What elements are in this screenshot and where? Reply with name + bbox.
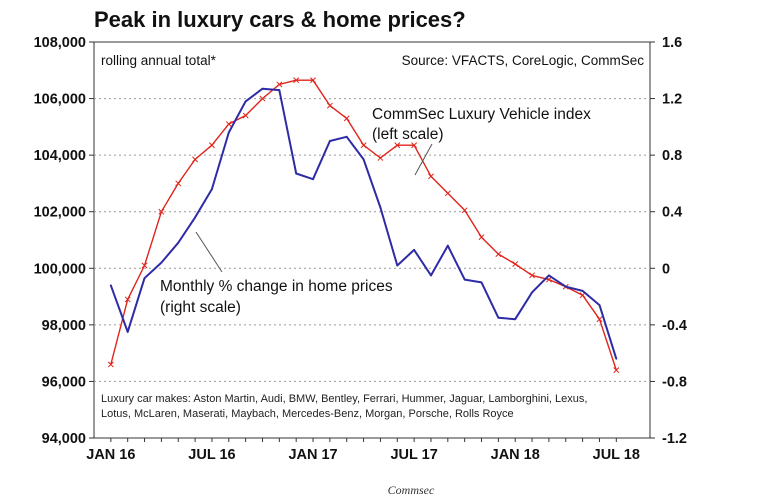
home-price-change-point (581, 290, 584, 292)
series-layer (107, 77, 620, 374)
luxury-vehicle-index-point (360, 142, 367, 149)
home-price-change-point (143, 277, 146, 280)
footnote-line-1: Luxury car makes: Aston Martin, Audi, BM… (101, 393, 587, 405)
home-price-change-point (244, 100, 247, 103)
home-price-change-point (598, 304, 601, 306)
plot-area (93, 41, 651, 439)
home-price-change-point (531, 291, 533, 294)
home-price-change-point (177, 241, 180, 244)
luxury-vehicle-index-point (107, 361, 114, 368)
luxury-vehicle-index-point (293, 77, 300, 84)
left-tick-label: 98,000 (42, 318, 86, 334)
home-price-change-point (328, 140, 331, 142)
x-tick-label: JUL 18 (593, 447, 640, 463)
home-price-change-point (362, 158, 365, 161)
home-price-change-point (345, 135, 348, 138)
home-price-change-point (379, 206, 382, 209)
left-tick-label: 94,000 (42, 431, 86, 447)
home-price-change-point (109, 284, 112, 287)
home-price-change-point (514, 318, 517, 321)
lux-series-label-line1: CommSec Luxury Vehicle index (372, 106, 591, 123)
luxury-vehicle-index-point (225, 121, 232, 127)
luxury-vehicle-index-point (175, 180, 182, 187)
right-tick-label: 0 (662, 261, 670, 277)
home-price-change-point (413, 249, 416, 251)
luxury-vehicle-index-point (242, 112, 249, 119)
luxury-vehicle-index-point (394, 142, 401, 149)
luxury-vehicle-index-point (343, 115, 350, 122)
home-price-change-point (446, 244, 449, 247)
chart-title: Peak in luxury cars & home prices? (94, 7, 466, 32)
home-price-change-point (295, 172, 298, 175)
x-tick-label: JUL 17 (390, 447, 437, 463)
source-note: Source: VFACTS, CoreLogic, CommSec (402, 53, 645, 68)
home-price-change-point (564, 285, 567, 288)
credit: Commsec (388, 483, 435, 497)
left-tick-label: 108,000 (34, 35, 86, 51)
lux-label-leader (414, 143, 433, 176)
luxury-vehicle-index-point (208, 142, 215, 149)
luxury-vehicle-index-point (444, 190, 451, 197)
home-label-leader (195, 231, 223, 273)
home-price-change-point (211, 188, 213, 190)
home-price-change-point (463, 278, 466, 281)
home-price-change-point (548, 274, 550, 277)
luxury-vehicle-index-point (259, 95, 266, 102)
home-series-label-line2: (right scale) (160, 299, 241, 316)
luxury-vehicle-index-point (495, 251, 502, 258)
x-tick-label: JUL 16 (188, 447, 235, 463)
home-series-label-line1: Monthly % change in home prices (160, 278, 393, 295)
x-tick-label: JAN 17 (288, 447, 337, 463)
left-tick-label: 102,000 (34, 205, 86, 221)
luxury-vehicle-index-point (411, 142, 418, 149)
luxury-vehicle-index-point (512, 261, 519, 267)
right-tick-label: 0.4 (662, 205, 682, 221)
luxury-vehicle-index-point (141, 262, 148, 269)
home-price-change-point (278, 89, 281, 91)
luxury-vehicle-index-point (158, 208, 165, 215)
right-axis: -1.2 -0.8 -0.4 0 0.4 0.8 1.2 1.6 (650, 35, 687, 447)
right-tick-label: 1.2 (662, 92, 682, 108)
x-tick-label: JAN 16 (86, 447, 135, 463)
right-tick-label: 0.8 (662, 148, 682, 164)
left-tick-label: 96,000 (42, 374, 86, 390)
home-price-change-point (227, 131, 230, 134)
home-price-change-point (160, 261, 163, 264)
home-price-change-point (430, 274, 432, 277)
right-tick-label: 1.6 (662, 35, 682, 51)
home-price-change-point (312, 178, 314, 181)
luxury-vehicle-index-point (124, 296, 131, 303)
x-tick-label: JAN 18 (491, 447, 540, 463)
luxury-vehicle-index-point (613, 367, 620, 374)
right-tick-label: -0.8 (662, 374, 687, 390)
left-tick-label: 106,000 (34, 92, 86, 108)
home-price-change-point (194, 216, 196, 219)
home-price-change-point (615, 357, 618, 360)
luxury-vehicle-index-point (529, 272, 536, 279)
home-price-change-point (480, 281, 483, 284)
luxury-vehicle-index-point (596, 316, 603, 323)
luxury-vehicle-index-point (310, 77, 316, 84)
home-price-change-point (497, 316, 500, 319)
home-price-change-point (126, 331, 129, 333)
left-tick-label: 100,000 (34, 261, 86, 277)
right-tick-label: -1.2 (662, 431, 687, 447)
home-price-change-point (396, 264, 399, 267)
luxury-vehicle-index-point (428, 173, 434, 180)
luxury-vehicle-index-point (276, 81, 283, 88)
luxury-vehicle-index-point (192, 156, 199, 163)
luxury-vehicle-index-point (478, 234, 485, 241)
home-price-change-point (261, 87, 264, 90)
x-axis: JAN 16 JUL 16 JAN 17 JUL 17 JAN 18 JUL 18 (86, 438, 640, 463)
left-axis: 94,000 96,000 98,000 100,000 102,000 104,000 1… (34, 35, 94, 447)
luxury-vehicle-index-point (377, 155, 384, 161)
luxury-vehicle-index-point (461, 207, 468, 214)
left-tick-label: 104,000 (34, 148, 86, 164)
right-tick-label: -0.4 (662, 318, 687, 334)
footnote-line-2: Lotus, McLaren, Maserati, Maybach, Merce… (101, 408, 514, 420)
luxury-vehicle-index-point (326, 102, 333, 109)
chart-subtitle: rolling annual total* (101, 53, 217, 68)
lux-series-label-line2: (left scale) (372, 126, 444, 143)
